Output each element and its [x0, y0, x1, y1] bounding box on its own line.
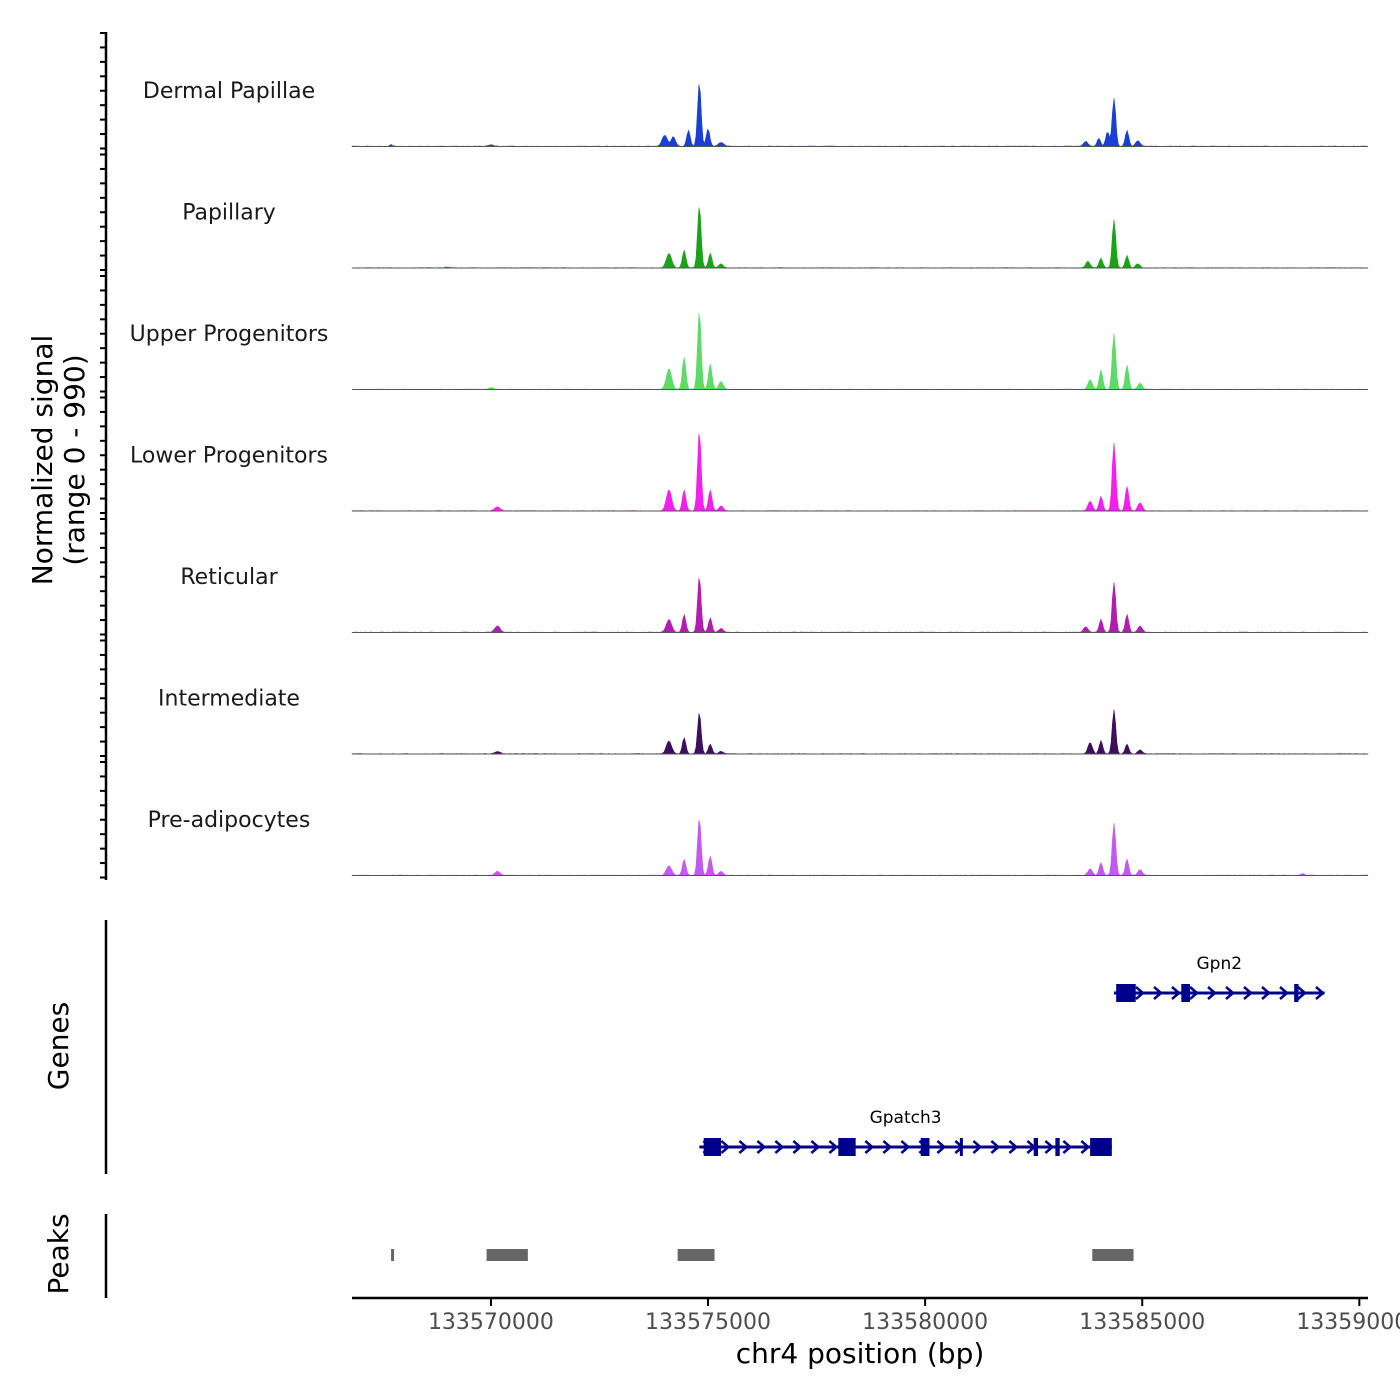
y-axis-title-line2: (range 0 - 990): [58, 354, 91, 565]
strand-arrow: [810, 1140, 821, 1154]
strand-arrow: [1243, 986, 1253, 1000]
strand-arrow: [792, 1140, 803, 1154]
strand-arrow: [756, 1140, 767, 1154]
exon: [959, 1138, 963, 1156]
track-label: Pre-adipocytes: [148, 808, 311, 833]
track-label: Dermal Papillae: [143, 79, 315, 104]
gene-label: Gpatch3: [870, 1108, 942, 1128]
strand-arrow: [882, 1140, 893, 1154]
strand-arrow: [900, 1140, 911, 1154]
x-axis-title: chr4 position (bp): [736, 1337, 985, 1370]
genes-track-label: Genes: [42, 1002, 75, 1090]
track-label: Intermediate: [158, 687, 300, 712]
coverage-y-axis: [100, 32, 108, 880]
strand-arrow: [1171, 986, 1181, 1000]
coverage-area: [351, 578, 1369, 633]
track-label: Lower Progenitors: [130, 444, 328, 469]
exon: [1116, 984, 1136, 1002]
coverage-areas: [351, 84, 1369, 876]
exon: [1294, 984, 1299, 1002]
strand-arrow: [720, 1140, 731, 1154]
track-label: Upper Progenitors: [130, 322, 329, 347]
strand-arrow: [1044, 1140, 1055, 1154]
x-tick-label: 133580000: [862, 1310, 988, 1335]
strand-arrow: [1008, 1140, 1019, 1154]
peak-region: [1092, 1249, 1134, 1261]
strand-arrow: [1135, 986, 1145, 1000]
coverage-area: [351, 84, 1369, 147]
strand-arrow: [1207, 986, 1217, 1000]
y-axis-title-line1: Normalized signal: [26, 335, 59, 586]
exon: [703, 1138, 722, 1156]
x-tick-label: 133585000: [1079, 1310, 1205, 1335]
strand-arrow: [972, 1140, 983, 1154]
track-label: Reticular: [180, 565, 278, 590]
strand-arrow: [936, 1140, 947, 1154]
x-tick-label: 133575000: [645, 1310, 771, 1335]
exon: [920, 1138, 930, 1156]
track-label: Papillary: [182, 201, 276, 226]
peak-region: [677, 1249, 715, 1261]
strand-arrow: [1225, 986, 1235, 1000]
strand-arrow: [774, 1140, 785, 1154]
strand-arrow: [1153, 986, 1163, 1000]
strand-arrow: [828, 1140, 839, 1154]
strand-arrow: [864, 1140, 875, 1154]
strand-arrow: [1062, 1140, 1073, 1154]
peaks-track-label: Peaks: [42, 1213, 75, 1294]
strand-arrow: [1315, 986, 1325, 1000]
strand-arrow: [990, 1140, 1001, 1154]
exon: [1090, 1138, 1112, 1156]
strand-arrow: [1080, 1140, 1091, 1154]
strand-arrow: [1261, 986, 1271, 1000]
peaks-track: [104, 1214, 1134, 1298]
coverage-area: [351, 819, 1369, 876]
peak-region: [486, 1249, 528, 1261]
x-axis: 133570000 133575000 133580000 133585000 1335…: [352, 1296, 1400, 1335]
coverage-area: [351, 207, 1369, 269]
strand-arrow: [1297, 986, 1307, 1000]
coverage-area: [351, 433, 1369, 512]
genes-track: Gpn2 Gpatch3: [104, 920, 1325, 1174]
exon: [1181, 984, 1190, 1002]
strand-arrow: [738, 1140, 749, 1154]
x-tick-label: 133590000: [1296, 1310, 1400, 1335]
track-labels: Dermal Papillae Papillary Upper Progenitor…: [130, 79, 329, 833]
coverage-area: [351, 709, 1369, 755]
gene-label: Gpn2: [1197, 954, 1243, 974]
coverage-area: [351, 313, 1369, 390]
strand-arrow: [1279, 986, 1289, 1000]
strand-arrow: [1189, 986, 1199, 1000]
exon: [838, 1138, 856, 1156]
exon: [1033, 1138, 1039, 1156]
exon: [1055, 1138, 1060, 1156]
x-tick-label: 133570000: [428, 1310, 554, 1335]
peak-region: [391, 1249, 395, 1261]
